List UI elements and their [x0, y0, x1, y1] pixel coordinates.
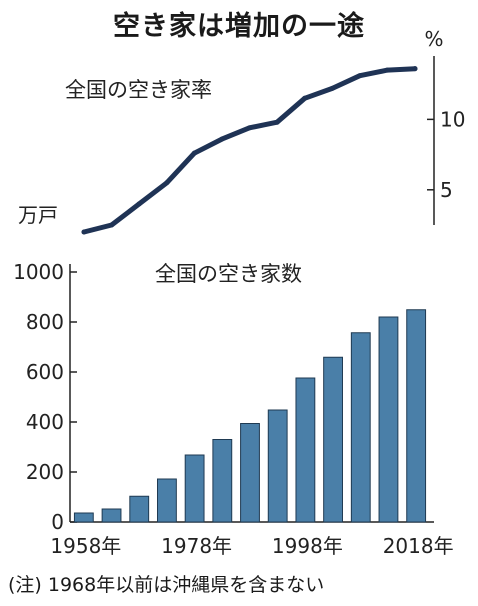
bar-y-tick-label: 600	[26, 360, 64, 384]
bar-y-tick-label: 200	[26, 460, 64, 484]
rate-point	[164, 180, 170, 186]
count-bar	[101, 508, 122, 523]
footnote: (注) 1968年以前は沖縄県を含まない	[8, 574, 325, 596]
line-chart-panel: % 5 10 全国の空き家率	[65, 27, 465, 235]
count-bar	[323, 356, 343, 523]
count-bar	[295, 377, 316, 523]
count-bar	[73, 512, 94, 523]
rate-point	[81, 229, 87, 235]
rate-point	[191, 150, 197, 156]
rate-point	[412, 66, 418, 72]
rate-point	[109, 222, 115, 228]
rate-point	[136, 201, 142, 207]
bar-x-tick-label: 1998年	[272, 534, 343, 558]
bar-y-tick-label: 400	[26, 410, 64, 434]
rate-point	[274, 119, 280, 125]
count-bar	[406, 309, 427, 523]
count-bar	[267, 409, 288, 523]
bar-y-tick-label: 1000	[13, 260, 64, 284]
bar-x-tick-label: 1958年	[50, 534, 121, 558]
bar-y-unit: 万戸	[18, 203, 58, 227]
count-bar	[129, 495, 150, 523]
bar-chart-title: 全国の空き家数	[155, 262, 302, 286]
count-bar	[212, 439, 233, 523]
rate-point	[219, 136, 225, 142]
rate-point	[302, 95, 308, 101]
bar-chart-panel: 万戸 0 200 400 600 800 1000 1958年 1978年 1998年 2018年 全…	[13, 203, 454, 558]
rate-point	[247, 125, 252, 131]
rate-point	[357, 73, 363, 79]
count-bar	[240, 423, 260, 523]
rate-point	[329, 85, 335, 91]
line-y-unit: %	[424, 27, 443, 51]
chart-title: 空き家は増加の一途	[113, 11, 365, 42]
bar-x-tick-label: 1978年	[161, 534, 232, 558]
line-y-tick-label: 10	[440, 107, 465, 131]
count-bar	[184, 454, 205, 523]
line-chart-title: 全国の空き家率	[65, 78, 212, 102]
bar-y-tick-label: 0	[51, 510, 64, 534]
count-bar	[378, 316, 399, 523]
count-bar	[157, 478, 177, 523]
count-bar	[350, 332, 371, 523]
line-y-tick-label: 5	[440, 178, 453, 202]
rate-point	[384, 67, 390, 73]
bar-x-tick-label: 2018年	[383, 534, 454, 558]
bar-y-tick-label: 800	[26, 310, 64, 334]
